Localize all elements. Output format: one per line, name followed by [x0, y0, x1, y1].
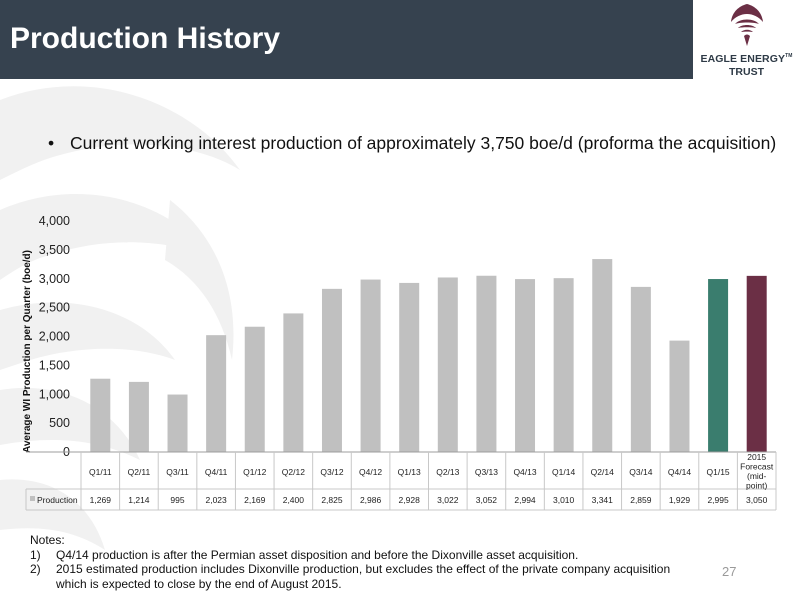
bullet-symbol: •	[48, 133, 55, 153]
logo-subtext: TRUST	[729, 66, 764, 78]
note-text: 2015 estimated production includes Dixon…	[56, 562, 671, 591]
y-tick-label: 1,000	[39, 387, 70, 401]
bar	[167, 394, 188, 452]
x-tick-label: Q2/12	[282, 467, 305, 477]
note-text: Q4/14 production is after the Permian as…	[56, 547, 579, 562]
company-logo: EAGLE ENERGYTM TRUST	[693, 0, 800, 79]
page-number: 27	[722, 564, 737, 579]
bar	[283, 313, 304, 452]
x-tick-label: Q3/12	[320, 467, 343, 477]
bar	[746, 275, 767, 452]
note-item: 2) 2015 estimated production includes Di…	[30, 562, 690, 591]
eagle-logo-icon	[731, 4, 763, 46]
y-axis-label: Average WI Production per Quarter (boe/d…	[22, 250, 33, 453]
bar	[669, 340, 690, 452]
bullet-point: • Current working interest production of …	[48, 133, 776, 154]
y-tick-label: 500	[49, 416, 70, 430]
x-tick-label: Q2/14	[591, 467, 614, 477]
notes-heading: Notes:	[30, 533, 65, 547]
data-value-label: 3,050	[746, 495, 768, 505]
page-title: Production History	[10, 22, 281, 55]
y-tick-label: 2,000	[39, 330, 70, 344]
y-tick-label: 4,000	[39, 214, 70, 228]
x-tick-label: Q2/11	[128, 467, 151, 477]
data-value-label: 1,214	[128, 495, 150, 505]
footnotes: Notes: 1) Q4/14 production is after the …	[30, 533, 690, 591]
x-tick-label: Q1/12	[243, 467, 266, 477]
bar	[553, 278, 574, 452]
x-tick-label: Q4/13	[513, 467, 536, 477]
data-value-label: 2,995	[707, 495, 729, 505]
data-value-label: 2,859	[630, 495, 652, 505]
logo-wordmark: EAGLE ENERGYTM	[700, 53, 793, 65]
data-value-label: 2,400	[283, 495, 305, 505]
note-number: 1)	[30, 547, 41, 562]
legend-label: Production	[37, 495, 78, 505]
x-tick-label: Q1/13	[398, 467, 421, 477]
data-value-label: 2,825	[321, 495, 343, 505]
data-value-label: 3,052	[476, 495, 498, 505]
bar	[360, 279, 381, 452]
x-tick-label: Q4/11	[205, 467, 228, 477]
note-item: 1) Q4/14 production is after the Permian…	[30, 548, 690, 563]
x-tick-label: Q4/14	[668, 467, 691, 477]
bar	[437, 277, 458, 452]
x-tick-label: Q2/13	[436, 467, 459, 477]
data-value-label: 2,928	[399, 495, 421, 505]
bar	[708, 279, 729, 452]
data-value-label: 1,929	[669, 495, 691, 505]
bar	[244, 326, 265, 452]
x-tick-label: 2015 Forecast (mid-point)	[740, 452, 774, 491]
data-value-label: 2,023	[205, 495, 227, 505]
x-tick-label: Q3/11	[166, 467, 189, 477]
legend-swatch	[30, 496, 35, 501]
x-tick-label: Q1/11	[89, 467, 112, 477]
bar	[321, 288, 342, 452]
data-value-label: 3,022	[437, 495, 459, 505]
y-tick-label: 3,000	[39, 272, 70, 286]
x-tick-label: Q3/13	[475, 467, 498, 477]
bar	[206, 335, 227, 452]
data-value-label: 3,010	[553, 495, 575, 505]
production-chart: 05001,0001,5002,0002,5003,0003,5004,000A…	[22, 214, 777, 511]
data-value-label: 1,269	[90, 495, 112, 505]
y-tick-label: 3,500	[39, 243, 70, 257]
note-number: 2)	[30, 562, 41, 576]
y-tick-label: 2,500	[39, 301, 70, 315]
title-bar: Production History	[0, 0, 693, 79]
x-tick-label: Q3/14	[629, 467, 652, 477]
data-value-label: 995	[170, 495, 184, 505]
data-value-label: 2,169	[244, 495, 266, 505]
bar	[476, 275, 497, 452]
bullet-text: Current working interest production of a…	[70, 133, 777, 153]
bar	[399, 282, 420, 452]
y-tick-label: 1,500	[39, 358, 70, 372]
bar	[515, 279, 536, 452]
data-value-label: 3,341	[592, 495, 614, 505]
bar	[592, 259, 613, 452]
bar	[630, 286, 651, 452]
x-tick-label: Q4/12	[359, 467, 382, 477]
x-tick-label: Q1/14	[552, 467, 575, 477]
data-value-label: 2,994	[514, 495, 536, 505]
bar	[128, 381, 149, 452]
x-tick-label: Q1/15	[707, 467, 730, 477]
bar	[90, 378, 111, 452]
data-value-label: 2,986	[360, 495, 382, 505]
